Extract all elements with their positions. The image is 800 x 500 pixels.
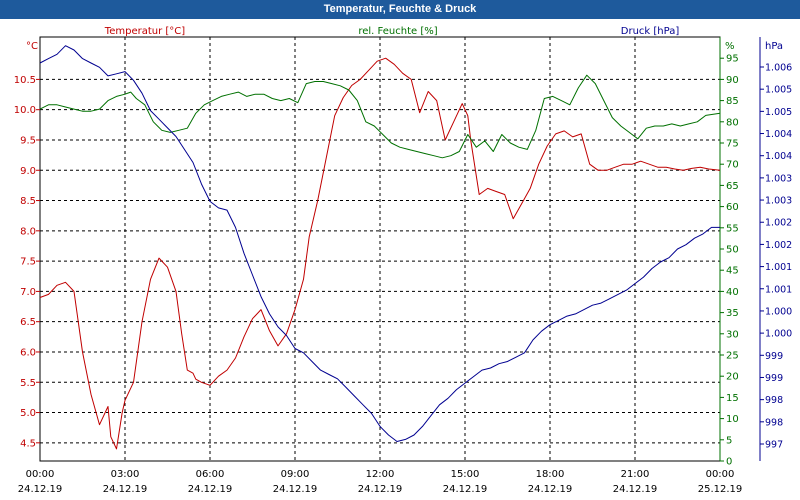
axis-title-pressure: Druck [hPa] <box>621 26 680 37</box>
y-tick-label-humidity: 25 <box>726 351 739 362</box>
y-tick-label-pressure: 1.002 <box>765 218 792 229</box>
y-tick-label-humidity: 0 <box>726 457 732 468</box>
y-tick-label-pressure: 999 <box>765 351 783 362</box>
y-tick-label-pressure: 1.002 <box>765 240 792 251</box>
x-tick-time: 18:00 <box>536 469 565 480</box>
x-tick-time: 03:00 <box>111 469 140 480</box>
y-tick-label-humidity: 85 <box>726 96 739 107</box>
x-tick-date: 24.12.19 <box>528 484 573 495</box>
y-tick-label-pressure: 1.000 <box>765 306 792 317</box>
axis-title-temperature: Temperatur [°C] <box>104 26 185 37</box>
y-tick-label-humidity: 35 <box>726 308 739 319</box>
y-tick-label-humidity: 45 <box>726 266 739 277</box>
y-tick-label-temperature: 10.0 <box>14 105 36 116</box>
x-tick-date: 24.12.19 <box>103 484 148 495</box>
chart-title: Temperatur, Feuchte & Druck <box>0 0 800 19</box>
axes: 00:00 24.12.19 03:00 24.12.19 06:00 24.12.19 0… <box>14 37 792 495</box>
x-tick-date: 24.12.19 <box>273 484 318 495</box>
y-tick-label-pressure: 1.005 <box>765 107 792 118</box>
y-tick-label-pressure: 999 <box>765 373 783 384</box>
x-tick-time: 06:00 <box>196 469 225 480</box>
x-tick-time: 21:00 <box>621 469 650 480</box>
y-tick-label-temperature: 6.0 <box>20 347 36 358</box>
axis-labels: Temperatur [°C] rel. Feuchte [%] Druck [… <box>26 26 783 52</box>
y-tick-label-temperature: 10.5 <box>14 75 36 86</box>
y-tick-label-pressure: 1.003 <box>765 196 792 207</box>
y-tick-label-humidity: 15 <box>726 393 739 404</box>
y-tick-label-humidity: 95 <box>726 54 739 65</box>
x-tick-time: 00:00 <box>706 469 735 480</box>
y-tick-label-temperature: 8.5 <box>20 196 36 207</box>
y-tick-label-humidity: 70 <box>726 160 739 171</box>
y-tick-label-pressure: 1.000 <box>765 329 792 340</box>
unit-temperature: °C <box>26 41 38 52</box>
x-tick-date: 25.12.19 <box>698 484 743 495</box>
y-tick-label-pressure: 1.004 <box>765 129 792 140</box>
x-tick-time: 00:00 <box>26 469 55 480</box>
y-tick-label-humidity: 60 <box>726 202 739 213</box>
y-tick-label-pressure: 1.003 <box>765 173 792 184</box>
y-tick-label-pressure: 997 <box>765 440 783 451</box>
y-tick-label-humidity: 90 <box>726 75 739 86</box>
series-line-humidity <box>39 74 721 159</box>
x-tick-time: 15:00 <box>451 469 480 480</box>
y-tick-label-humidity: 80 <box>726 117 739 128</box>
y-tick-label-pressure: 1.004 <box>765 151 792 162</box>
y-tick-label-temperature: 9.0 <box>20 166 36 177</box>
y-tick-label-humidity: 10 <box>726 414 739 425</box>
x-tick-date: 24.12.19 <box>18 484 63 495</box>
x-tick-time: 09:00 <box>281 469 310 480</box>
x-tick-date: 24.12.19 <box>443 484 488 495</box>
y-tick-label-pressure: 1.001 <box>765 284 792 295</box>
y-tick-label-temperature: 8.0 <box>20 226 36 237</box>
y-tick-label-temperature: 9.5 <box>20 135 36 146</box>
y-tick-label-temperature: 6.5 <box>20 317 36 328</box>
y-tick-label-humidity: 75 <box>726 139 739 150</box>
series-lines <box>39 45 721 450</box>
y-tick-label-pressure: 998 <box>765 417 783 428</box>
grid <box>40 37 720 461</box>
y-tick-label-temperature: 7.0 <box>20 287 36 298</box>
y-tick-label-humidity: 50 <box>726 245 739 256</box>
x-tick-date: 24.12.19 <box>358 484 403 495</box>
y-tick-label-humidity: 20 <box>726 372 739 383</box>
x-tick-date: 24.12.19 <box>188 484 233 495</box>
series-line-pressure <box>39 45 720 442</box>
y-tick-label-pressure: 1.006 <box>765 63 792 74</box>
y-tick-label-humidity: 5 <box>726 435 732 446</box>
x-tick-date: 24.12.19 <box>613 484 658 495</box>
y-tick-label-temperature: 7.5 <box>20 257 36 268</box>
y-tick-label-humidity: 65 <box>726 181 739 192</box>
y-tick-label-pressure: 998 <box>765 395 783 406</box>
y-tick-label-humidity: 30 <box>726 329 739 340</box>
y-tick-label-temperature: 5.0 <box>20 408 36 419</box>
y-tick-label-humidity: 55 <box>726 223 739 234</box>
axis-title-humidity: rel. Feuchte [%] <box>358 26 437 37</box>
y-tick-label-pressure: 1.001 <box>765 262 792 273</box>
y-tick-label-humidity: 40 <box>726 287 739 298</box>
x-tick-time: 12:00 <box>366 469 395 480</box>
y-tick-label-temperature: 4.5 <box>20 438 36 449</box>
y-tick-label-pressure: 1.005 <box>765 85 792 96</box>
unit-pressure: hPa <box>765 41 783 52</box>
series-line-temperature <box>39 57 721 450</box>
y-tick-label-temperature: 5.5 <box>20 378 36 389</box>
unit-humidity: % <box>725 41 735 52</box>
